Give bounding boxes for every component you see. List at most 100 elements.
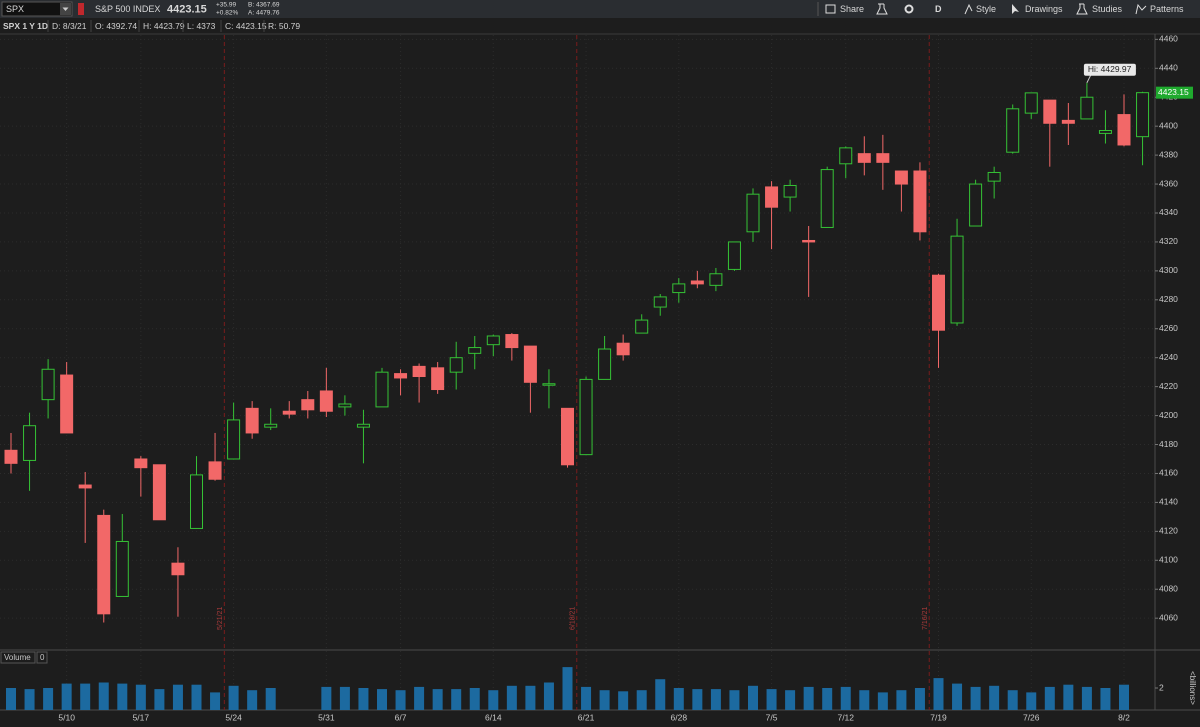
volume-bar [488, 690, 499, 710]
flag-icon[interactable] [78, 3, 84, 15]
candle-body [635, 319, 649, 334]
candle-body [227, 419, 241, 460]
candle-body [356, 423, 370, 428]
drawings-button[interactable]: Drawings [1025, 4, 1063, 14]
x-tick-label: 7/12 [837, 712, 854, 722]
studies-icon[interactable] [1076, 3, 1088, 15]
description: S&P 500 INDEX [95, 4, 160, 14]
candle-body [394, 373, 408, 379]
candle-body [561, 407, 574, 466]
y-tick-label: 4360 [1159, 178, 1178, 188]
volume-bar [933, 678, 944, 710]
hi-label-box [1083, 63, 1136, 76]
volume-bar [914, 688, 925, 710]
candle-body [375, 371, 389, 408]
volume-bar [748, 685, 758, 710]
candle-body [765, 186, 779, 208]
volume-bar [692, 689, 703, 710]
candle-body [839, 147, 853, 165]
candle-body [412, 365, 426, 378]
pct-change: +0.82% [216, 10, 238, 17]
period-button[interactable]: D [935, 4, 942, 14]
x-tick-label: 6/7 [395, 712, 407, 722]
symbol[interactable]: SPX [6, 4, 24, 14]
candle-body [727, 241, 741, 270]
volume-bar [358, 688, 369, 710]
share-icon[interactable] [825, 4, 836, 14]
y-tick-label: 4300 [1159, 265, 1178, 275]
toolbar [0, 0, 1200, 18]
candle-body [190, 474, 203, 529]
y-tick-label: 4340 [1159, 207, 1178, 217]
info-item: L: 4373 [187, 21, 216, 31]
candle-body [876, 153, 890, 163]
volume-bar [618, 691, 629, 710]
x-tick-label: 6/28 [671, 712, 688, 722]
beaker-icon[interactable] [876, 3, 888, 15]
volume-bar [859, 690, 870, 710]
candle-body [41, 368, 55, 401]
volume-bar [655, 679, 666, 710]
candle-body [616, 342, 630, 356]
symbol-box[interactable] [1, 1, 73, 17]
y-tick-label: 4180 [1159, 439, 1178, 449]
candle-body [338, 403, 352, 408]
y-tick-label: 4400 [1159, 120, 1178, 130]
expiration-label: 5/21/21 [217, 607, 224, 630]
info-item: C: 4423.15 [225, 21, 267, 31]
volume-bar [543, 682, 554, 710]
x-tick-label: 5/31 [318, 712, 335, 722]
drawings-icon[interactable] [1012, 4, 1019, 14]
candle-body [23, 425, 37, 461]
volume-bar [339, 686, 350, 710]
x-tick-label: 5/17 [133, 712, 150, 722]
y-tick-label: 4100 [1159, 555, 1178, 565]
volume-bar [989, 685, 1000, 710]
price-tag: 4423.15 [1158, 87, 1189, 97]
candle-body [301, 399, 315, 411]
hi-label: Hi: 4429.97 [1088, 64, 1132, 74]
y-tick-label: 4080 [1159, 583, 1178, 593]
candle-body [523, 345, 537, 383]
volume-unit: <billions> [1188, 671, 1197, 705]
candle-body [171, 562, 185, 576]
volume-bar [80, 683, 91, 710]
candle-body [4, 449, 18, 464]
volume-bar [377, 689, 387, 710]
volume-bar [265, 688, 276, 710]
y-tick-label: 4380 [1159, 149, 1178, 159]
candle-body [1117, 114, 1131, 146]
candle-body [690, 280, 704, 285]
volume-bar [785, 690, 796, 710]
style-icon[interactable] [964, 3, 973, 15]
volume-bar [154, 689, 165, 710]
info-bar [0, 18, 1200, 34]
candle-body [78, 484, 92, 489]
settings-icon[interactable] [904, 4, 914, 14]
patterns-icon[interactable] [1135, 3, 1147, 15]
volume-bar [581, 686, 592, 710]
volume-bar [135, 684, 146, 710]
candle-body [709, 273, 723, 286]
style-button[interactable]: Style [976, 4, 996, 14]
volume-bar [1119, 684, 1129, 710]
net-change: +35.99 [216, 2, 236, 9]
y-tick-label: 4220 [1159, 381, 1178, 391]
volume-bar [970, 686, 981, 710]
candle-body [857, 153, 871, 163]
patterns-button[interactable]: Patterns [1150, 4, 1184, 14]
volume-bar [877, 692, 888, 710]
volume-bar [172, 684, 183, 710]
expiration-label: 6/18/21 [570, 607, 577, 630]
candle-body [802, 239, 816, 243]
share-button[interactable]: Share [840, 4, 864, 14]
expiration-label: 7/16/21 [922, 607, 929, 630]
volume-bar [952, 683, 963, 710]
candle-body [894, 170, 908, 185]
x-tick-label: 5/24 [225, 712, 242, 722]
studies-button[interactable]: Studies [1092, 4, 1123, 14]
volume-bar [822, 688, 833, 710]
candle-body [579, 378, 593, 456]
y-tick-label: 4060 [1159, 612, 1178, 622]
candle-body [783, 184, 797, 198]
